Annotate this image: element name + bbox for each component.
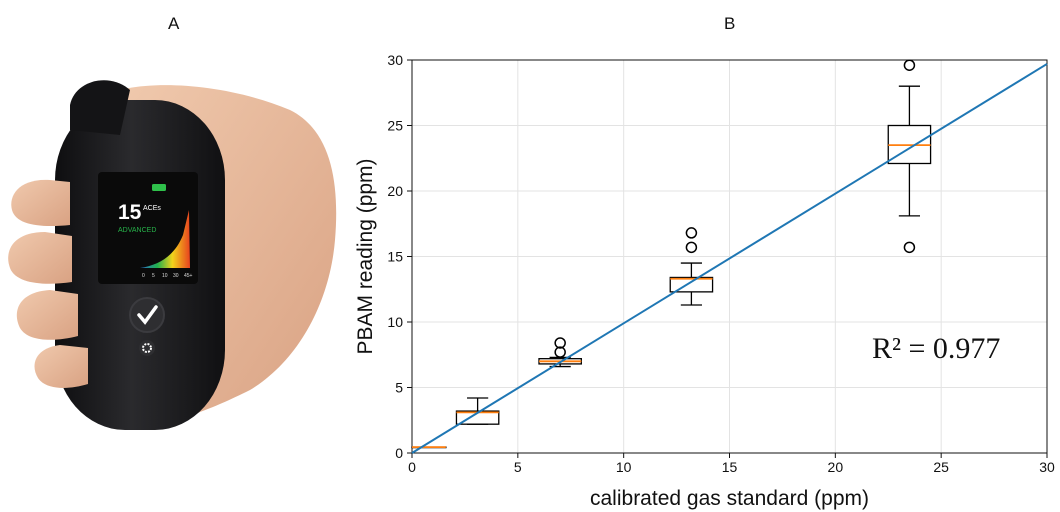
outlier-point: [685, 241, 698, 254]
box-group: [887, 59, 932, 254]
x-tick-label: 30: [1039, 459, 1055, 475]
x-tick-label: 15: [722, 459, 738, 475]
x-tick-label: 5: [514, 459, 522, 475]
y-axis-title: PBAM reading (ppm): [354, 158, 377, 354]
settings-button: [139, 340, 155, 356]
box-body: [455, 410, 500, 425]
panel-label-b: B: [724, 14, 736, 33]
x-tick-label: 0: [408, 459, 416, 475]
box-body: [669, 276, 714, 293]
screen-value: 15: [118, 201, 142, 224]
device-mouthpiece: [70, 80, 130, 135]
screen-scale-4: 45+: [184, 273, 193, 279]
outlier-point: [554, 346, 566, 358]
breath-monitor-photo: 15 ACEs ADVANCED 0 5 10 30 45+: [0, 60, 340, 450]
outlier-point: [554, 337, 566, 349]
outlier-point: [685, 227, 698, 239]
x-tick-label: 25: [933, 459, 949, 475]
x-axis-ticks: 0 5 10 15 20 25 30: [408, 453, 1055, 475]
battery-icon: [152, 184, 166, 191]
hand-finger-4: [34, 345, 88, 388]
y-tick-label: 30: [387, 52, 403, 68]
r-squared-annotation: R² = 0.977: [872, 332, 1000, 365]
hand-finger-1: [11, 179, 70, 227]
y-axis-ticks: 0 5 10 15 20 25 30: [387, 52, 412, 461]
panel-label-a: A: [168, 14, 180, 33]
hand-finger-3: [16, 290, 78, 340]
box-series: [411, 59, 932, 449]
check-icon: [137, 305, 158, 325]
hand-finger-2: [8, 232, 72, 284]
screen-level: ADVANCED: [118, 227, 156, 234]
screen-scale-1: 5: [152, 273, 155, 279]
y-tick-label: 15: [387, 249, 403, 265]
x-tick-label: 10: [616, 459, 632, 475]
x-axis-title: calibrated gas standard (ppm): [590, 487, 869, 510]
screen-scale-3: 30: [173, 273, 179, 279]
y-tick-label: 25: [387, 118, 403, 134]
fit-line: [411, 63, 1048, 454]
gear-icon: [142, 343, 152, 353]
screen-scale-0: 0: [142, 273, 145, 279]
screen-scale-2: 10: [162, 273, 168, 279]
y-tick-label: 10: [387, 314, 403, 330]
y-tick-label: 0: [395, 445, 403, 461]
y-tick-label: 20: [387, 183, 403, 199]
screen-scale: 0 5 10 30 45+: [142, 273, 193, 279]
y-tick-label: 5: [395, 380, 403, 396]
box-group: [669, 227, 714, 306]
screen-curve: [140, 210, 190, 268]
outlier-point: [903, 59, 916, 71]
outlier-point: [903, 241, 916, 254]
box-group: [455, 397, 500, 425]
box-group: [411, 446, 447, 449]
breath-monitor-illustration: 15 ACEs ADVANCED 0 5 10 30 45+: [8, 80, 337, 430]
x-tick-label: 20: [828, 459, 844, 475]
screen-unit: ACEs: [143, 205, 161, 212]
